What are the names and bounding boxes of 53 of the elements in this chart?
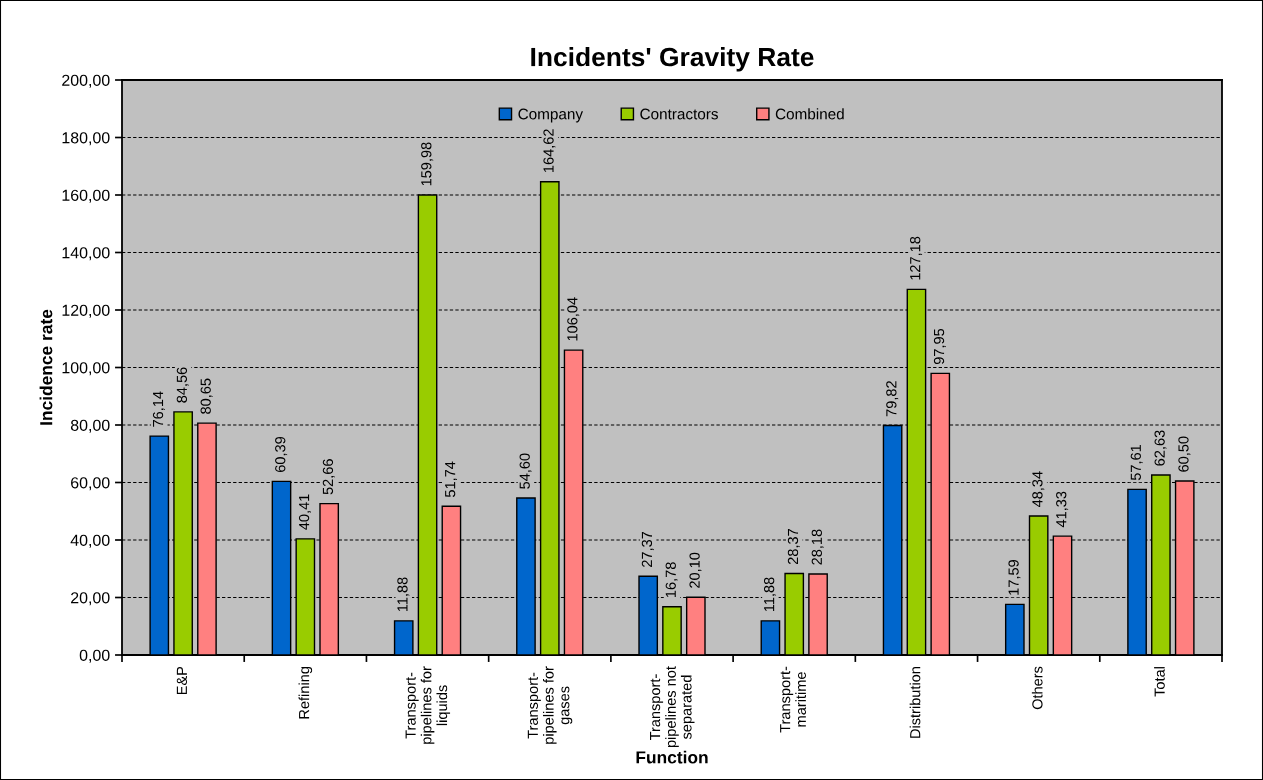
x-tick-label: E&P <box>176 666 188 695</box>
data-label: 54,60 <box>519 453 532 489</box>
x-tick-label: Transport- pipelines not separated <box>650 666 695 748</box>
data-label: 79,82 <box>886 381 899 417</box>
legend-label: Combined <box>775 108 844 120</box>
legend-label: Contractors <box>640 108 718 120</box>
data-label: 127,18 <box>910 236 923 280</box>
data-label: 41,33 <box>1056 491 1069 528</box>
data-label: 11,88 <box>763 577 777 612</box>
x-tick-label: Refining <box>298 667 313 719</box>
data-label: 60,50 <box>1178 436 1191 472</box>
y-tick-label: 20,00 <box>71 592 110 606</box>
y-tick-label: 80,00 <box>70 419 110 433</box>
y-tick-label: 0,00 <box>79 649 110 663</box>
y-axis-title: Incidence rate <box>39 309 53 425</box>
data-label: 20,10 <box>689 552 702 588</box>
data-label: 80,65 <box>200 378 213 414</box>
data-label: 106,04 <box>567 297 580 341</box>
x-tick-label: Others <box>1031 666 1043 710</box>
data-label: 28,18 <box>811 529 824 565</box>
data-label: 11,88 <box>397 577 410 612</box>
y-tick-label: 200,00 <box>62 74 110 88</box>
data-label: 159,98 <box>421 142 434 186</box>
x-tick-label: Distribution <box>909 667 921 738</box>
data-label: 52,66 <box>322 459 335 495</box>
x-tick-label: Transport- pipelines for liquids <box>405 666 451 744</box>
data-label: 27,37 <box>641 531 654 567</box>
y-tick-label: 60,00 <box>71 477 110 491</box>
y-tick-label: 140,00 <box>62 247 110 261</box>
y-tick-label: 120,00 <box>62 304 110 318</box>
x-tick-label: Total <box>1154 667 1165 697</box>
data-label: 84,56 <box>176 367 189 403</box>
x-axis-title: Function <box>636 750 708 764</box>
data-label: 40,41 <box>298 494 311 530</box>
y-tick-label: 180,00 <box>62 132 110 146</box>
data-label: 60,39 <box>275 436 288 473</box>
y-tick-label: 160,00 <box>62 189 110 203</box>
data-label: 62,63 <box>1154 430 1167 466</box>
data-label: 16,78 <box>665 562 678 598</box>
data-label: 97,95 <box>933 328 946 365</box>
data-label: 164,62 <box>543 129 556 172</box>
data-label: 51,74 <box>445 461 458 498</box>
y-tick-label: 100,00 <box>62 362 110 376</box>
data-label: 76,14 <box>152 391 165 427</box>
legend-label: Company <box>518 108 584 123</box>
data-label: 48,34 <box>1032 471 1045 508</box>
y-tick-label: 40,00 <box>70 534 110 548</box>
data-label: 17,59 <box>1008 560 1021 595</box>
data-label: 28,37 <box>787 529 800 565</box>
x-tick-label: Transport- pipelines for gases <box>527 666 573 744</box>
chart-title: Incidents' Gravity Rate <box>531 46 814 72</box>
x-tick-label: Transport- maritime <box>780 666 806 733</box>
data-label: 57,61 <box>1130 444 1143 481</box>
